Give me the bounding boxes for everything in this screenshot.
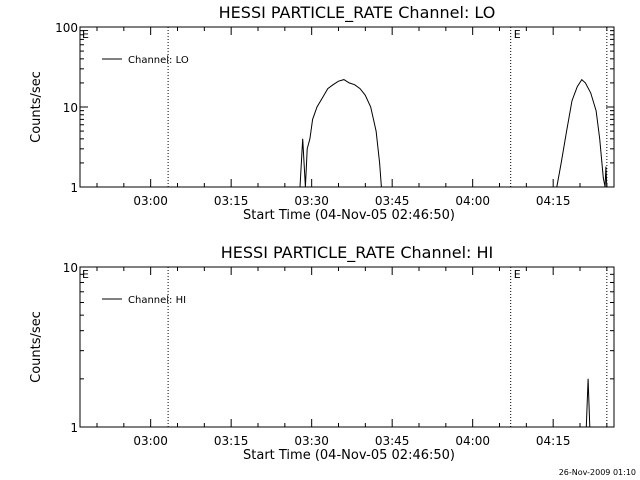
x-tick-label: 04:00: [455, 194, 490, 208]
y-tick-label: 10: [63, 101, 78, 115]
chart-title: HESSI PARTICLE_RATE Channel: LO: [219, 3, 496, 23]
series-line: [299, 79, 382, 188]
x-tick-label: 04:00: [455, 434, 490, 448]
edge-label: E: [82, 28, 89, 41]
x-tick-label: 03:00: [133, 194, 168, 208]
plot-frame: [79, 266, 615, 428]
x-tick-label: 04:15: [536, 434, 571, 448]
footer-timestamp: 26-Nov-2009 01:10: [559, 468, 636, 477]
y-tick-label: 1: [70, 421, 78, 435]
x-tick-label: 03:45: [375, 194, 410, 208]
x-tick-label: 03:30: [294, 434, 329, 448]
plot-frame: [79, 26, 615, 188]
edge-label: E: [82, 268, 89, 281]
y-tick-label: 100: [55, 21, 78, 35]
x-tick-label: 03:15: [214, 194, 249, 208]
series-line: [556, 78, 608, 188]
y-tick-label: 1: [70, 181, 78, 195]
x-tick-label: 03:15: [214, 434, 249, 448]
x-axis-label: Start Time (04-Nov-05 02:46:50): [243, 448, 455, 463]
series-line: [585, 378, 591, 428]
chart-title: HESSI PARTICLE_RATE Channel: HI: [221, 243, 494, 263]
x-tick-label: 03:00: [133, 434, 168, 448]
y-tick-label: 10: [63, 261, 78, 275]
x-axis-label: Start Time (04-Nov-05 02:46:50): [243, 208, 455, 223]
x-tick-label: 04:15: [536, 194, 571, 208]
marker-label: E: [514, 28, 521, 41]
x-tick-label: 03:45: [375, 434, 410, 448]
legend-entry: Channel: LO: [128, 55, 189, 66]
marker-label: E: [514, 268, 521, 281]
x-tick-label: 03:30: [294, 194, 329, 208]
legend-entry: Channel: HI: [128, 295, 186, 306]
y-axis-label: Counts/sec: [29, 71, 44, 143]
y-axis-label: Counts/sec: [29, 311, 44, 383]
